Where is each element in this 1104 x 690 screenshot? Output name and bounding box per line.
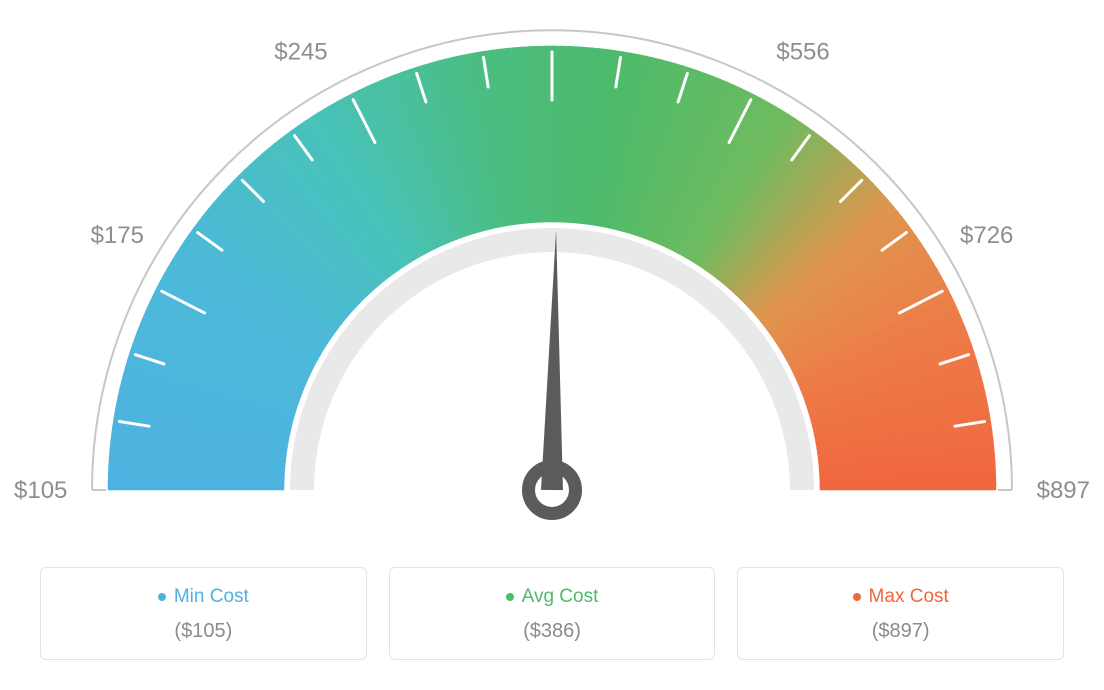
gauge-tick-label: $556: [776, 38, 829, 65]
legend-title-text: Max Cost: [869, 586, 949, 608]
gauge-tick-label: $105: [14, 477, 67, 504]
legend-card-min: Min Cost ($105): [40, 567, 367, 660]
gauge-tick-label: $726: [960, 222, 1013, 249]
gauge-tick-label: $245: [274, 38, 327, 65]
legend: Min Cost ($105) Avg Cost ($386) Max Cost…: [40, 567, 1064, 660]
legend-value-avg: ($386): [400, 620, 705, 643]
legend-value-min: ($105): [51, 620, 356, 643]
legend-title-max: Max Cost: [853, 586, 949, 608]
legend-value-max: ($897): [748, 620, 1053, 643]
dot-icon: [853, 593, 861, 601]
legend-title-avg: Avg Cost: [506, 586, 599, 608]
gauge-tick-label: $175: [91, 222, 144, 249]
legend-card-avg: Avg Cost ($386): [389, 567, 716, 660]
gauge-svg: $105$175$245$386$556$726$897: [0, 0, 1104, 560]
gauge-tick-label: $897: [1037, 477, 1090, 504]
legend-title-text: Avg Cost: [522, 586, 599, 608]
gauge-chart: $105$175$245$386$556$726$897: [0, 0, 1104, 560]
gauge-needle: [541, 230, 563, 490]
dot-icon: [158, 593, 166, 601]
legend-title-min: Min Cost: [158, 586, 249, 608]
legend-card-max: Max Cost ($897): [737, 567, 1064, 660]
legend-title-text: Min Cost: [174, 586, 249, 608]
dot-icon: [506, 593, 514, 601]
